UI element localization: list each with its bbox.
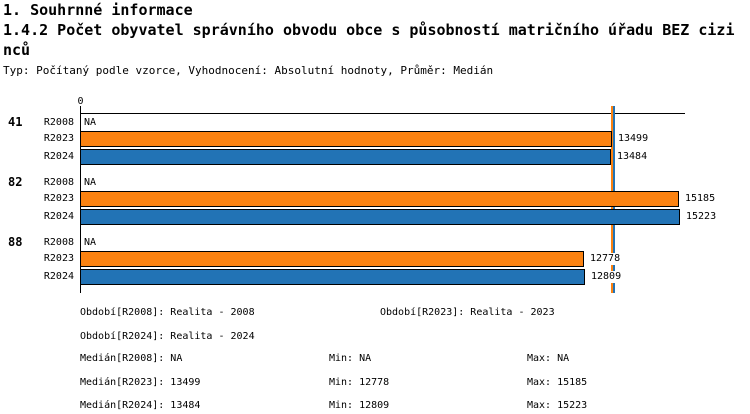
stat-max-r2024: Max: 15223 — [527, 400, 588, 411]
bar-r2024-82 — [80, 209, 680, 225]
na-label-82: NA — [83, 177, 98, 189]
chart-title: 1.4.2 Počet obyvatel správního obvodu ob… — [3, 21, 735, 59]
value-label-r2024-82: 15223 — [685, 211, 718, 223]
stat-median-r2023: Medián[R2023]: 13499 — [80, 377, 201, 388]
row-label-r2023-82: R2023 — [43, 193, 74, 204]
row-label-r2008-88: R2008 — [43, 237, 74, 248]
stat-min-r2008: Min: NA — [329, 353, 372, 364]
value-label-r2023-41: 13499 — [617, 133, 650, 145]
legend-period-r2008: Období[R2008]: Realita - 2008 — [80, 307, 255, 318]
row-label-r2024-88: R2024 — [43, 271, 74, 282]
row-label-r2008-41: R2008 — [43, 117, 74, 128]
plot-top-frame — [80, 113, 685, 114]
bar-r2023-82 — [80, 191, 679, 207]
value-label-r2024-41: 13484 — [616, 151, 649, 163]
stat-median-r2024: Medián[R2024]: 13484 — [80, 400, 201, 411]
stat-max-r2023: Max: 15185 — [527, 377, 588, 388]
row-label-r2024-82: R2024 — [43, 211, 74, 222]
row-label-r2024-41: R2024 — [43, 151, 74, 162]
row-label-r2023-41: R2023 — [43, 133, 74, 144]
stat-min-r2023: Min: 12778 — [329, 377, 390, 388]
bar-r2023-88 — [80, 251, 584, 267]
row-label-r2023-88: R2023 — [43, 253, 74, 264]
group-label-88: 88 — [8, 235, 23, 249]
stat-min-r2024: Min: 12809 — [329, 400, 390, 411]
bar-r2024-41 — [80, 149, 611, 165]
legend-period-r2024: Období[R2024]: Realita - 2024 — [80, 331, 255, 342]
report-section-title: 1. Souhrnné informace — [3, 1, 193, 19]
group-label-41: 41 — [8, 115, 23, 129]
value-label-r2023-82: 15185 — [684, 193, 717, 205]
legend-period-r2023: Období[R2023]: Realita - 2023 — [380, 307, 555, 318]
group-label-82: 82 — [8, 175, 23, 189]
stat-median-r2008: Medián[R2008]: NA — [80, 353, 183, 364]
chart-subtitle: Typ: Počítaný podle vzorce, Vyhodnocení:… — [3, 64, 494, 77]
stat-max-r2008: Max: NA — [527, 353, 570, 364]
na-label-88: NA — [83, 237, 98, 249]
row-label-r2008-82: R2008 — [43, 177, 74, 188]
bar-r2024-88 — [80, 269, 585, 285]
na-label-41: NA — [83, 117, 98, 129]
value-label-r2024-88: 12809 — [590, 271, 623, 283]
value-label-r2023-88: 12778 — [589, 253, 622, 265]
x-axis-zero-label: 0 — [77, 96, 84, 107]
bar-r2023-41 — [80, 131, 612, 147]
